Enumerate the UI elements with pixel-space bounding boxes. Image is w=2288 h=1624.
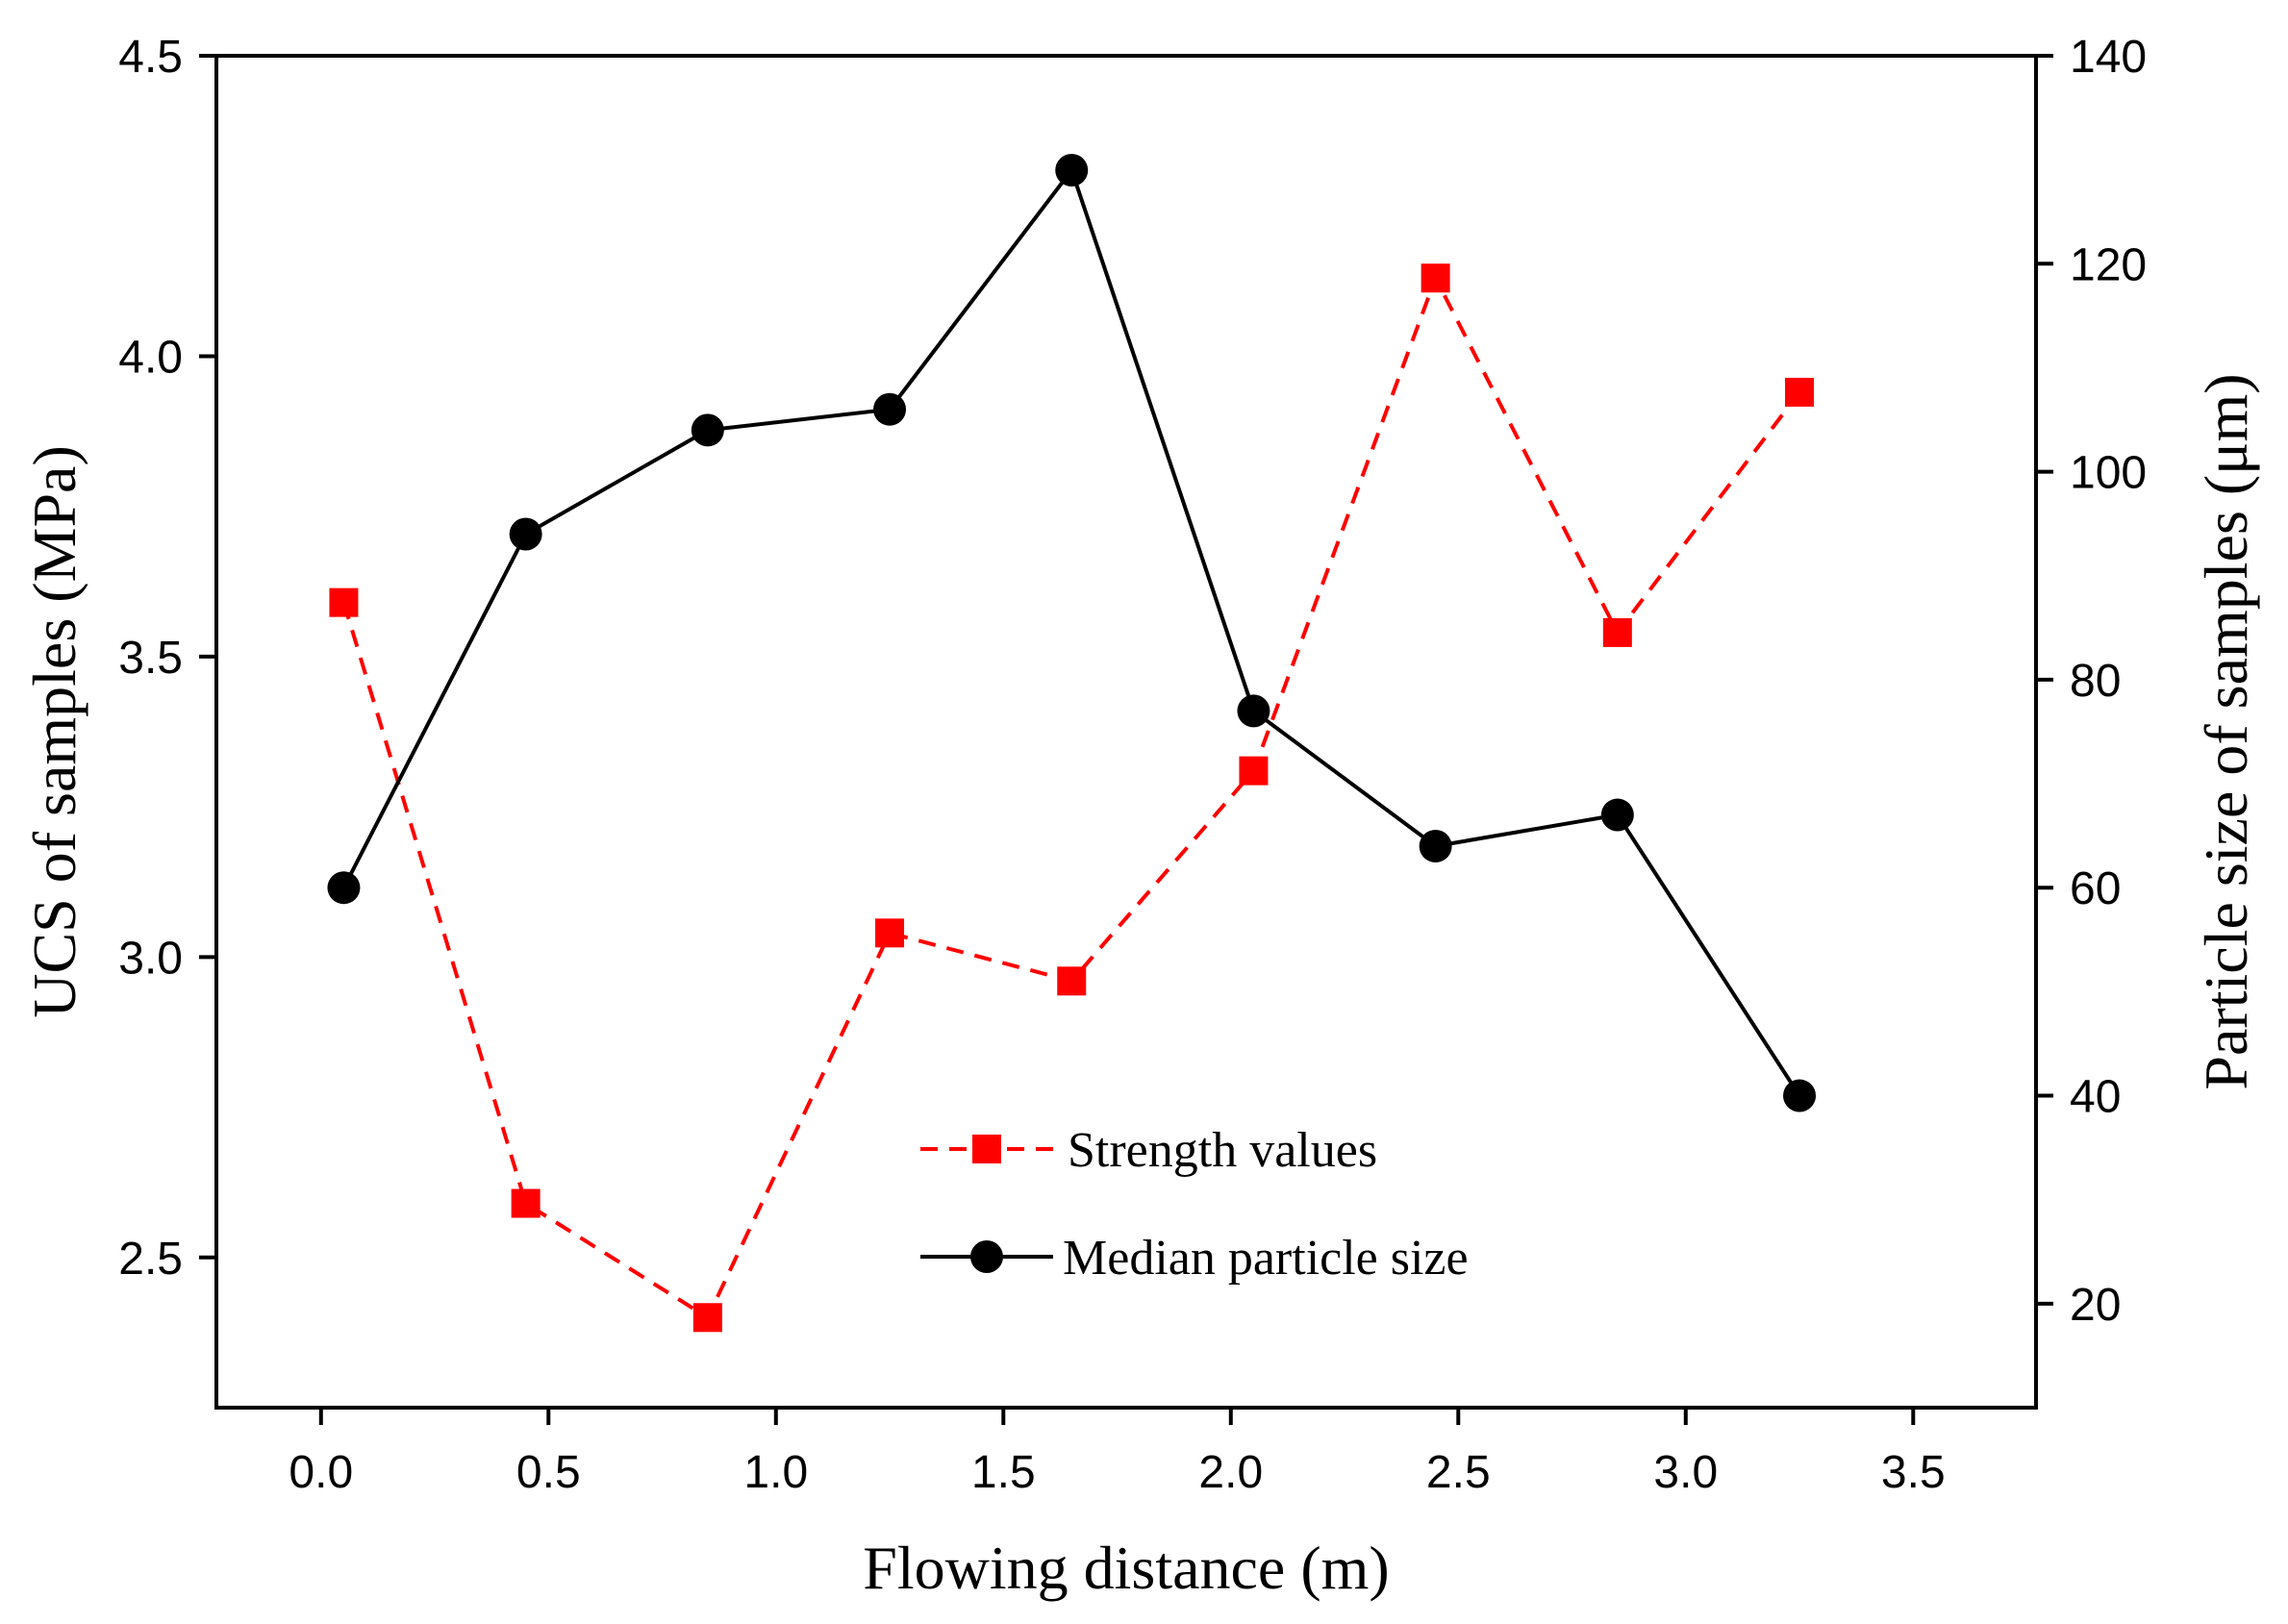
y-axis-right-title: Particle size of samples (μm): [2192, 373, 2260, 1089]
data-point-strength: [1785, 377, 1815, 407]
data-point-median-size: [1237, 694, 1270, 728]
data-point-strength: [511, 1188, 541, 1218]
legend-item-strength: Strength values: [920, 1123, 1377, 1178]
legend-label-strength: Strength values: [1068, 1123, 1377, 1178]
data-point-median-size: [1419, 829, 1452, 862]
x-tick-label: 2.5: [1426, 1447, 1491, 1498]
x-tick-label: 1.5: [971, 1447, 1036, 1498]
data-point-strength: [1421, 263, 1450, 293]
data-point-strength: [692, 1303, 722, 1333]
y-axis-left-title: UCS of samples (MPa): [20, 445, 88, 1018]
x-axis: 0.0 0.5 1.0 1.5 2.0 2.5 3.0 3.5: [289, 1408, 1946, 1498]
series-layer: [327, 153, 1817, 1333]
y-left-tick-label: 3.5: [118, 633, 183, 684]
y-left-tick-label: 2.5: [118, 1234, 183, 1285]
y-right-tick-label: 120: [2070, 239, 2147, 290]
legend: Strength values Median particle size: [920, 1123, 1469, 1286]
y-left-tick-label: 3.0: [118, 933, 183, 984]
legend-label-median: Median particle size: [1063, 1231, 1469, 1286]
y-right-tick-label: 20: [2070, 1280, 2121, 1331]
x-tick-label: 3.5: [1881, 1447, 1946, 1498]
x-axis-title: Flowing distance (m): [863, 1534, 1389, 1602]
legend-marker-median: [970, 1240, 1003, 1273]
x-tick-label: 3.0: [1653, 1447, 1718, 1498]
data-point-median-size: [1783, 1079, 1817, 1112]
legend-marker-strength: [972, 1135, 1001, 1163]
data-point-strength: [1057, 966, 1087, 996]
y-axis-left: 2.5 3.0 3.5 4.0 4.5: [118, 32, 216, 1285]
data-point-strength: [1602, 617, 1632, 647]
y-left-tick-label: 4.0: [118, 332, 183, 383]
y-right-tick-label: 60: [2070, 863, 2121, 914]
plot-frame: [214, 54, 2038, 1410]
x-tick-label: 2.0: [1198, 1447, 1263, 1498]
legend-item-median: Median particle size: [920, 1231, 1469, 1286]
data-point-strength: [875, 918, 905, 948]
y-left-tick-label: 4.5: [118, 32, 183, 83]
data-point-strength: [329, 587, 359, 617]
x-tick-label: 0.5: [516, 1447, 581, 1498]
data-point-median-size: [1600, 798, 1634, 832]
data-point-median-size: [691, 413, 724, 447]
x-tick-label: 1.0: [743, 1447, 808, 1498]
data-point-strength: [1239, 756, 1269, 786]
data-point-median-size: [509, 517, 542, 551]
y-right-tick-label: 100: [2070, 448, 2147, 499]
data-point-median-size: [1055, 153, 1089, 187]
data-point-median-size: [327, 871, 361, 905]
x-tick-label: 0.0: [289, 1447, 353, 1498]
y-right-tick-label: 40: [2070, 1072, 2121, 1123]
y-axis-right: 20 40 60 80 100 120 140: [2036, 32, 2147, 1331]
y-right-tick-label: 80: [2070, 656, 2121, 707]
data-point-median-size: [873, 392, 907, 426]
y-right-tick-label: 140: [2070, 32, 2147, 83]
